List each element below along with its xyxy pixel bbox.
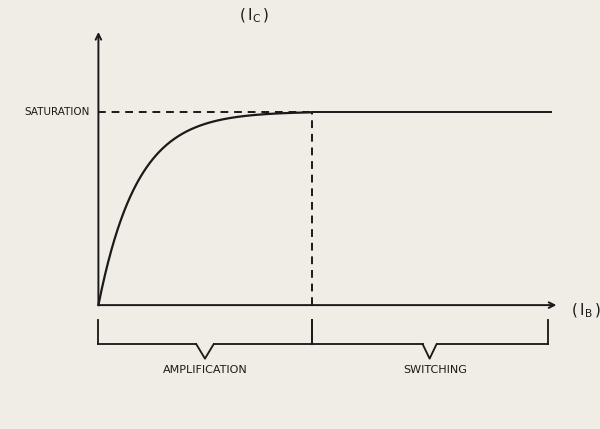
- Text: $( \, \mathrm{I}_\mathrm{C} \, )$: $( \, \mathrm{I}_\mathrm{C} \, )$: [239, 7, 269, 25]
- Text: $( \, \mathrm{I}_\mathrm{B} \, )$: $( \, \mathrm{I}_\mathrm{B} \, )$: [571, 302, 600, 320]
- Text: AMPLIFICATION: AMPLIFICATION: [163, 365, 247, 375]
- Text: SWITCHING: SWITCHING: [403, 365, 467, 375]
- Text: SATURATION: SATURATION: [25, 106, 90, 117]
